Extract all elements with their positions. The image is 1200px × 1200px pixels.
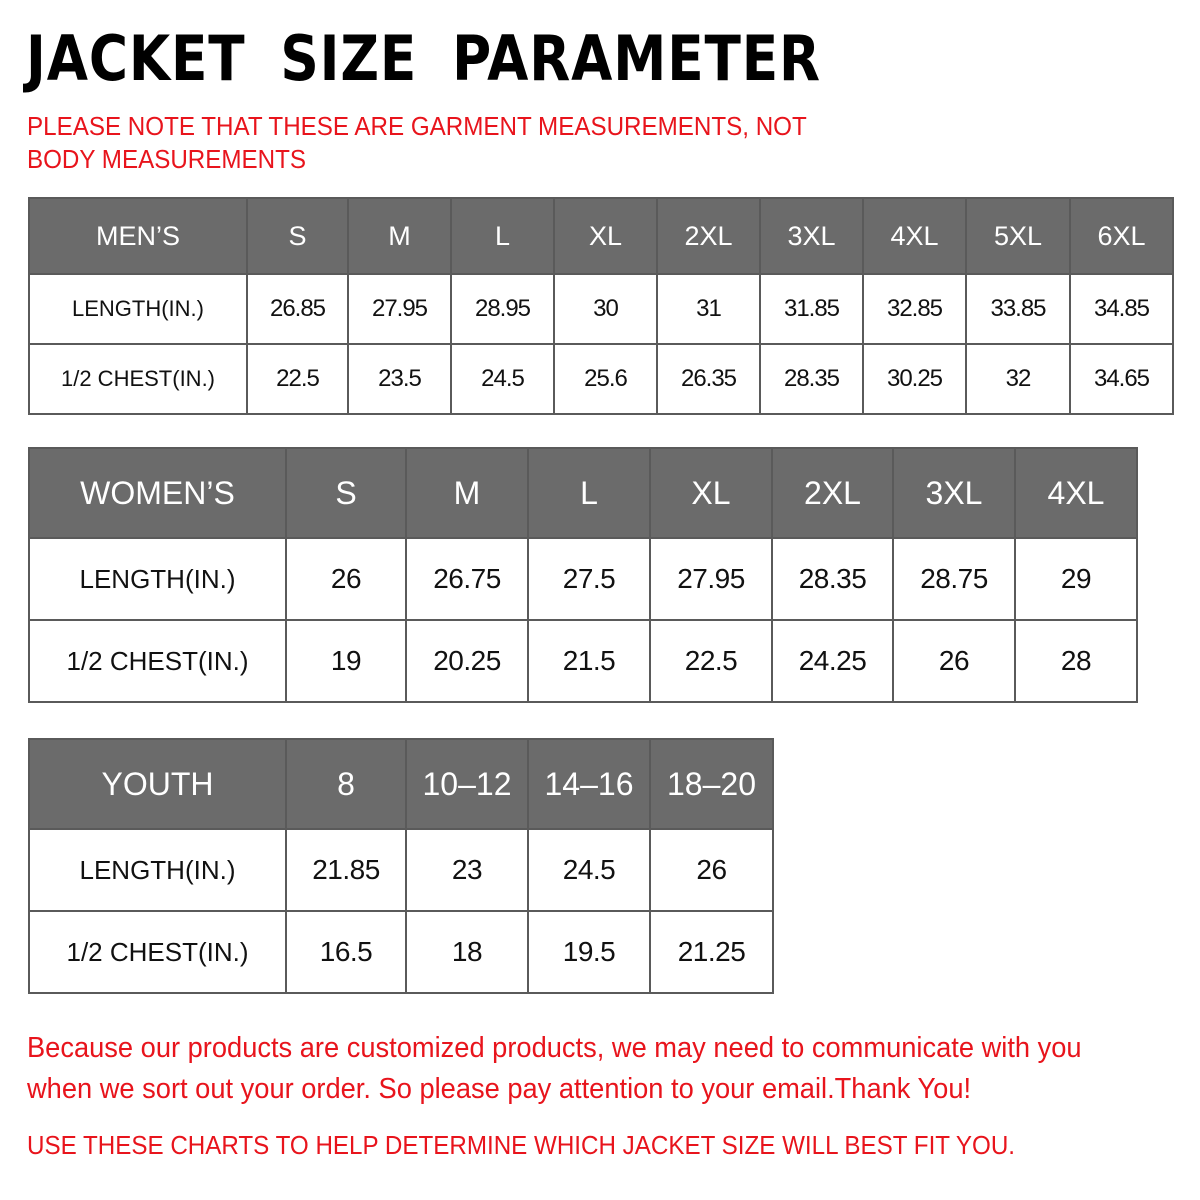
size-header: M [347, 197, 452, 275]
size-header: M [405, 447, 529, 539]
table-row: 1/2 CHEST(IN.) 19 20.25 21.5 22.5 24.25 26 28 [28, 619, 1138, 703]
measurement-cell: 25.6 [553, 343, 658, 415]
womens-size-table: WOMEN’S S M L XL 2XL 3XL 4XL LENGTH(IN.) 26 26.75 2… [28, 447, 1138, 703]
measurement-cell: 23.5 [347, 343, 452, 415]
measurement-cell: 24.25 [771, 619, 894, 703]
table-row: LENGTH(IN.) 26.85 27.95 28.95 30 31 31.85 32.85… [28, 273, 1174, 345]
size-header: 2XL [771, 447, 894, 539]
header-row: WOMEN’S S M L XL 2XL 3XL 4XL [28, 447, 1138, 539]
header-row: YOUTH 8 10–12 14–16 18–20 [28, 738, 774, 830]
size-header: S [246, 197, 349, 275]
row-label: LENGTH(IN.) [28, 828, 287, 912]
measurement-cell: 23 [405, 828, 529, 912]
measurement-cell: 26.85 [246, 273, 349, 345]
size-header: 8 [285, 738, 407, 830]
youth-size-table: YOUTH 8 10–12 14–16 18–20 LENGTH(IN.) 21.85 23 2… [28, 738, 774, 994]
measurement-cell: 34.85 [1069, 273, 1174, 345]
measurement-cell: 26 [892, 619, 1016, 703]
measurement-cell: 16.5 [285, 910, 407, 994]
table-label: WOMEN’S [28, 447, 287, 539]
measurement-cell: 24.5 [527, 828, 651, 912]
measurement-cell: 21.5 [527, 619, 651, 703]
row-label: 1/2 CHEST(IN.) [28, 619, 287, 703]
row-label: LENGTH(IN.) [28, 537, 287, 621]
size-header: XL [553, 197, 658, 275]
size-header: S [285, 447, 407, 539]
measurement-cell: 21.85 [285, 828, 407, 912]
measurement-note: PLEASE NOTE THAT THESE ARE GARMENT MEASU… [27, 111, 807, 174]
size-header: 4XL [862, 197, 967, 275]
measurement-cell: 31.85 [759, 273, 864, 345]
measurement-cell: 29 [1014, 537, 1138, 621]
measurement-cell: 19 [285, 619, 407, 703]
size-header: XL [649, 447, 773, 539]
measurement-cell: 30.25 [862, 343, 967, 415]
size-tip: USE THESE CHARTS TO HELP DETERMINE WHICH… [27, 1130, 1016, 1160]
measurement-cell: 26 [649, 828, 774, 912]
measurement-cell: 32.85 [862, 273, 967, 345]
size-header: 5XL [965, 197, 1071, 275]
measurement-cell: 18 [405, 910, 529, 994]
table-label: YOUTH [28, 738, 287, 830]
size-header: 2XL [656, 197, 761, 275]
customization-message: Because our products are customized prod… [27, 1032, 1082, 1105]
table-row: 1/2 CHEST(IN.) 22.5 23.5 24.5 25.6 26.35 28.35… [28, 343, 1174, 415]
table-row: LENGTH(IN.) 21.85 23 24.5 26 [28, 828, 774, 912]
measurement-cell: 26.35 [656, 343, 761, 415]
size-header: 10–12 [405, 738, 529, 830]
measurement-cell: 26 [285, 537, 407, 621]
size-header: L [450, 197, 555, 275]
row-label: LENGTH(IN.) [28, 273, 248, 345]
measurement-cell: 27.95 [347, 273, 452, 345]
measurement-cell: 24.5 [450, 343, 555, 415]
measurement-cell: 30 [553, 273, 658, 345]
measurement-cell: 22.5 [649, 619, 773, 703]
measurement-cell: 20.25 [405, 619, 529, 703]
mens-size-table: MEN’S S M L XL 2XL 3XL 4XL 5XL 6XL LENGTH(IN.) 26.8… [28, 197, 1174, 415]
measurement-cell: 27.5 [527, 537, 651, 621]
header-row: MEN’S S M L XL 2XL 3XL 4XL 5XL 6XL [28, 197, 1174, 275]
measurement-cell: 22.5 [246, 343, 349, 415]
table-label: MEN’S [28, 197, 248, 275]
size-header: 3XL [892, 447, 1016, 539]
measurement-cell: 34.65 [1069, 343, 1174, 415]
page-title: JACKET SIZE PARAMETER [26, 22, 821, 95]
row-label: 1/2 CHEST(IN.) [28, 910, 287, 994]
measurement-cell: 19.5 [527, 910, 651, 994]
measurement-cell: 28.35 [771, 537, 894, 621]
table-row: 1/2 CHEST(IN.) 16.5 18 19.5 21.25 [28, 910, 774, 994]
size-header: 3XL [759, 197, 864, 275]
measurement-cell: 28.75 [892, 537, 1016, 621]
measurement-cell: 27.95 [649, 537, 773, 621]
measurement-cell: 32 [965, 343, 1071, 415]
size-header: 18–20 [649, 738, 774, 830]
measurement-cell: 28.35 [759, 343, 864, 415]
size-header: 4XL [1014, 447, 1138, 539]
measurement-cell: 21.25 [649, 910, 774, 994]
measurement-cell: 26.75 [405, 537, 529, 621]
row-label: 1/2 CHEST(IN.) [28, 343, 248, 415]
measurement-cell: 28 [1014, 619, 1138, 703]
measurement-cell: 31 [656, 273, 761, 345]
table-row: LENGTH(IN.) 26 26.75 27.5 27.95 28.35 28.75 29 [28, 537, 1138, 621]
size-header: 6XL [1069, 197, 1174, 275]
measurement-cell: 28.95 [450, 273, 555, 345]
size-header: L [527, 447, 651, 539]
measurement-cell: 33.85 [965, 273, 1071, 345]
size-header: 14–16 [527, 738, 651, 830]
